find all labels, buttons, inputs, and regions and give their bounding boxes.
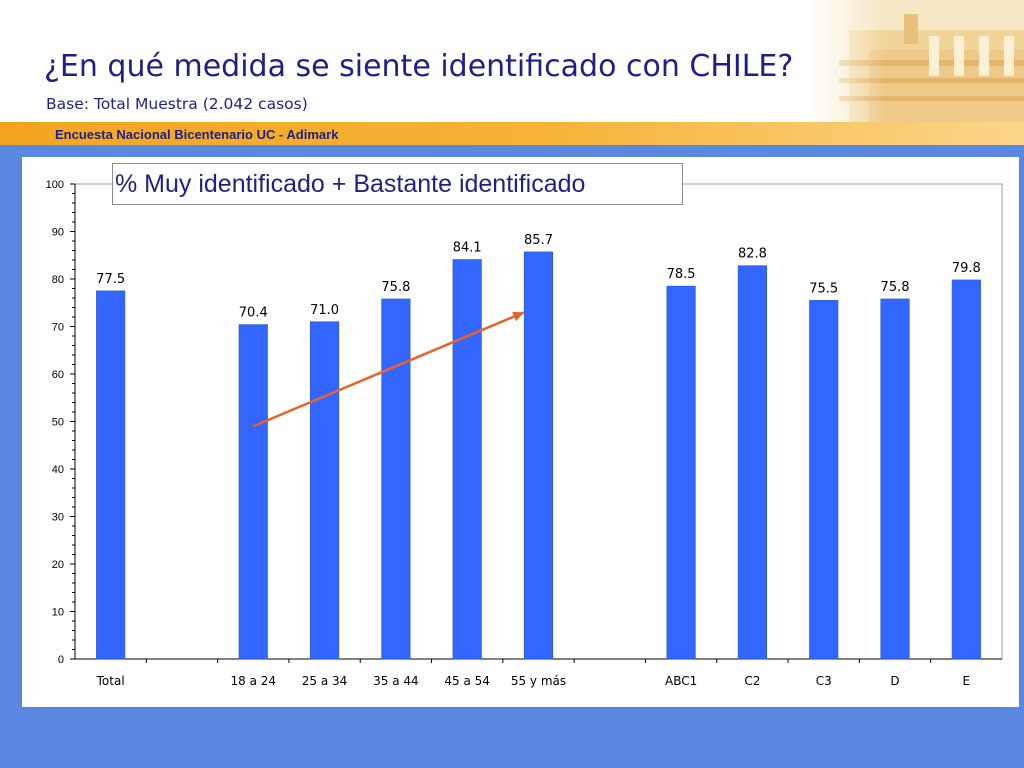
y-tick-label: 60 bbox=[52, 369, 64, 381]
bar-value-label: 84.1 bbox=[453, 241, 482, 256]
bar bbox=[238, 324, 268, 660]
bar bbox=[737, 265, 767, 660]
bar-value-label: 77.5 bbox=[96, 272, 125, 287]
bar-value-label: 71.0 bbox=[310, 303, 339, 318]
bar-value-label: 75.8 bbox=[881, 280, 910, 295]
y-tick-label: 50 bbox=[52, 417, 64, 429]
y-tick-label: 70 bbox=[52, 322, 64, 334]
bar-value-label: 70.4 bbox=[239, 306, 268, 321]
x-category-label: 18 a 24 bbox=[231, 674, 277, 688]
bar-value-label: 85.7 bbox=[524, 233, 553, 248]
y-tick-label: 10 bbox=[52, 607, 64, 619]
x-category-label: 35 a 44 bbox=[373, 674, 419, 688]
page-title: ¿En qué medida se siente identificado co… bbox=[44, 49, 794, 84]
x-category-label: C3 bbox=[816, 674, 832, 688]
chart-title-box: % Muy identificado + Bastante identifica… bbox=[112, 163, 683, 205]
trend-arrow-line bbox=[252, 311, 525, 428]
bar bbox=[523, 251, 554, 660]
x-category-label: D bbox=[890, 674, 899, 688]
x-category-label: ABC1 bbox=[665, 674, 697, 688]
bar bbox=[310, 321, 340, 660]
bar bbox=[666, 285, 696, 660]
x-category-label: Total bbox=[96, 674, 125, 688]
x-category-label: C2 bbox=[744, 674, 760, 688]
bar bbox=[951, 279, 981, 660]
bar-value-label: 78.5 bbox=[667, 267, 696, 282]
x-category-label: 45 a 54 bbox=[444, 674, 490, 688]
chart-title: % Muy identificado + Bastante identifica… bbox=[115, 170, 586, 198]
bar-chart: 0 10 20 30 40 50 60 70 80 90 100 77.5 Total 70.4 18 a … bbox=[46, 179, 1003, 688]
bar bbox=[381, 298, 411, 660]
bar bbox=[96, 290, 126, 660]
y-tick-label: 100 bbox=[46, 179, 64, 191]
bar bbox=[452, 259, 482, 660]
y-tick-label: 90 bbox=[52, 227, 64, 239]
survey-band-label: Encuesta Nacional Bicentenario UC - Adim… bbox=[55, 127, 339, 142]
trend-arrow-head bbox=[512, 311, 525, 322]
building-image bbox=[809, 0, 1024, 122]
y-tick-label: 30 bbox=[52, 512, 64, 524]
page-subtitle: Base: Total Muestra (2.042 casos) bbox=[46, 95, 308, 113]
y-tick-label: 0 bbox=[58, 654, 64, 666]
y-tick-label: 40 bbox=[52, 464, 64, 476]
y-tick-label: 20 bbox=[52, 559, 64, 571]
x-category-label: 25 a 34 bbox=[302, 674, 348, 688]
survey-band: Encuesta Nacional Bicentenario UC - Adim… bbox=[0, 122, 1024, 145]
x-category-label: E bbox=[963, 674, 971, 688]
bar bbox=[880, 298, 910, 660]
chart-panel: 0 10 20 30 40 50 60 70 80 90 100 77.5 Total 70.4 18 a … bbox=[22, 157, 1019, 707]
bar-value-label: 82.8 bbox=[738, 247, 767, 262]
bar-value-label: 79.8 bbox=[952, 261, 981, 276]
y-tick-label: 80 bbox=[52, 274, 64, 286]
bar-value-label: 75.8 bbox=[381, 280, 410, 295]
bar bbox=[809, 300, 839, 660]
bar-value-label: 75.5 bbox=[809, 281, 838, 296]
x-category-label: 55 y más bbox=[511, 674, 566, 688]
header: ¿En qué medida se siente identificado co… bbox=[0, 0, 1024, 122]
